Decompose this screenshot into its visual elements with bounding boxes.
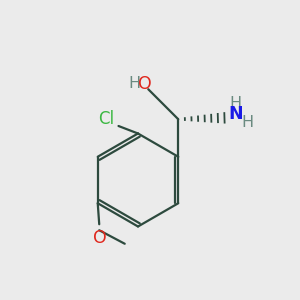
Text: H: H bbox=[229, 96, 241, 111]
Text: N: N bbox=[228, 105, 243, 123]
Text: Cl: Cl bbox=[98, 110, 114, 128]
Text: O: O bbox=[93, 229, 107, 247]
Text: O: O bbox=[138, 75, 152, 93]
Text: H: H bbox=[129, 76, 141, 91]
Text: H: H bbox=[241, 115, 253, 130]
